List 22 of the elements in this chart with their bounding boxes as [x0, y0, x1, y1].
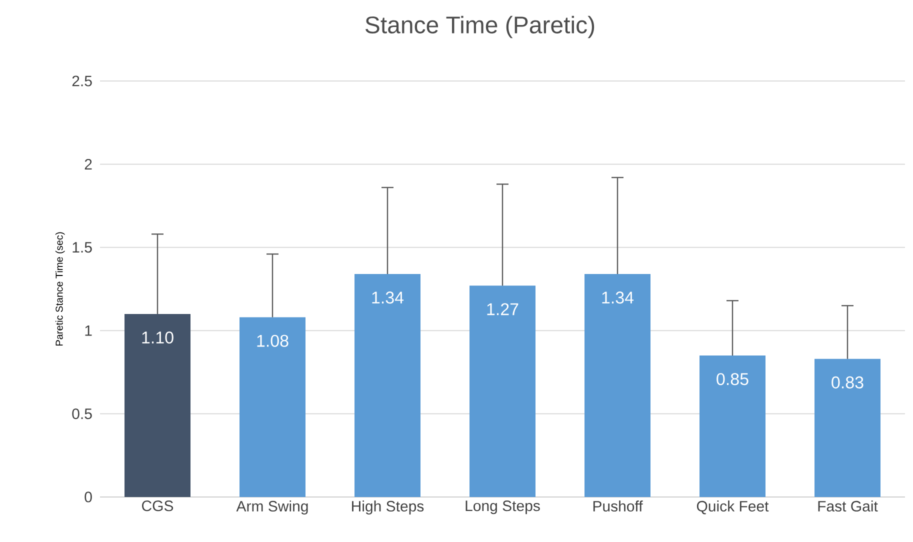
chart-title: Stance Time (Paretic): [366, 16, 594, 38]
data-label: 0.85: [716, 373, 748, 386]
y-axis-title: Paretic Stance Time (sec): [55, 232, 65, 346]
x-tick-label: Fast Gait: [818, 500, 878, 512]
data-label: 1.34: [372, 292, 404, 304]
x-tick-label: CGS: [142, 500, 174, 512]
x-tick-label: Pushoff: [593, 500, 643, 512]
y-tick-label: 0.5: [72, 408, 92, 420]
x-tick-label: Arm Swing: [236, 500, 308, 515]
data-label: 1.34: [602, 292, 634, 304]
x-tick-label: High Steps: [352, 500, 424, 515]
x-tick-label: Long Steps: [466, 500, 540, 514]
y-tick-label: 0: [84, 492, 92, 502]
y-tick-label: 2.5: [72, 76, 92, 86]
y-tick-label: 1: [85, 325, 92, 336]
x-tick-label: Quick Feet: [696, 500, 769, 514]
data-label: 0.83: [832, 376, 864, 388]
y-tick-label: 1.5: [72, 242, 92, 253]
data-label: 1.27: [487, 303, 518, 316]
data-label: 1.08: [257, 334, 288, 347]
y-tick-label: 2: [84, 158, 92, 170]
data-label: 1.10: [142, 331, 174, 344]
